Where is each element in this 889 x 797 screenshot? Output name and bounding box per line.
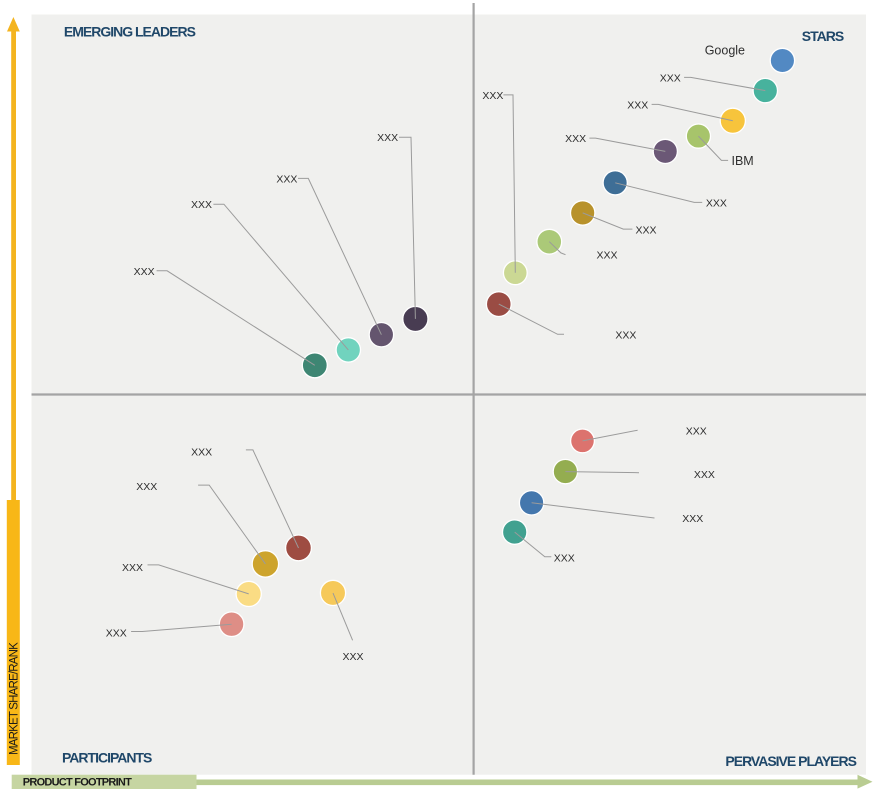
svg-text:XXX: XXX	[627, 100, 648, 112]
svg-text:XXX: XXX	[565, 133, 586, 145]
svg-text:XXX: XXX	[554, 552, 575, 564]
svg-text:XXX: XXX	[191, 199, 212, 211]
svg-text:XXX: XXX	[706, 197, 727, 209]
svg-text:PERVASIVE PLAYERS: PERVASIVE PLAYERS	[725, 753, 856, 769]
svg-text:XXX: XXX	[482, 90, 503, 102]
svg-text:XXX: XXX	[134, 266, 155, 278]
svg-text:PRODUCT FOOTPRINT: PRODUCT FOOTPRINT	[23, 777, 132, 789]
svg-text:XXX: XXX	[615, 330, 636, 342]
svg-text:XXX: XXX	[342, 651, 363, 663]
svg-text:XXX: XXX	[635, 225, 656, 237]
svg-text:XXX: XXX	[136, 481, 157, 493]
svg-text:PARTICIPANTS: PARTICIPANTS	[62, 750, 152, 766]
svg-text:XXX: XXX	[122, 562, 143, 574]
svg-text:STARS: STARS	[802, 28, 844, 44]
svg-text:XXX: XXX	[694, 469, 715, 481]
svg-text:XXX: XXX	[596, 250, 617, 262]
svg-text:XXX: XXX	[377, 132, 398, 144]
svg-text:XXX: XXX	[660, 73, 681, 85]
svg-text:XXX: XXX	[682, 513, 703, 525]
svg-text:IBM: IBM	[732, 154, 754, 168]
svg-text:XXX: XXX	[686, 426, 707, 438]
svg-text:Google: Google	[705, 44, 745, 58]
svg-text:EMERGING LEADERS: EMERGING LEADERS	[64, 24, 196, 40]
svg-text:XXX: XXX	[106, 628, 127, 640]
svg-text:XXX: XXX	[276, 174, 297, 186]
svg-text:XXX: XXX	[191, 446, 212, 458]
svg-text:MARKET SHARE/RANK: MARKET SHARE/RANK	[8, 642, 20, 755]
